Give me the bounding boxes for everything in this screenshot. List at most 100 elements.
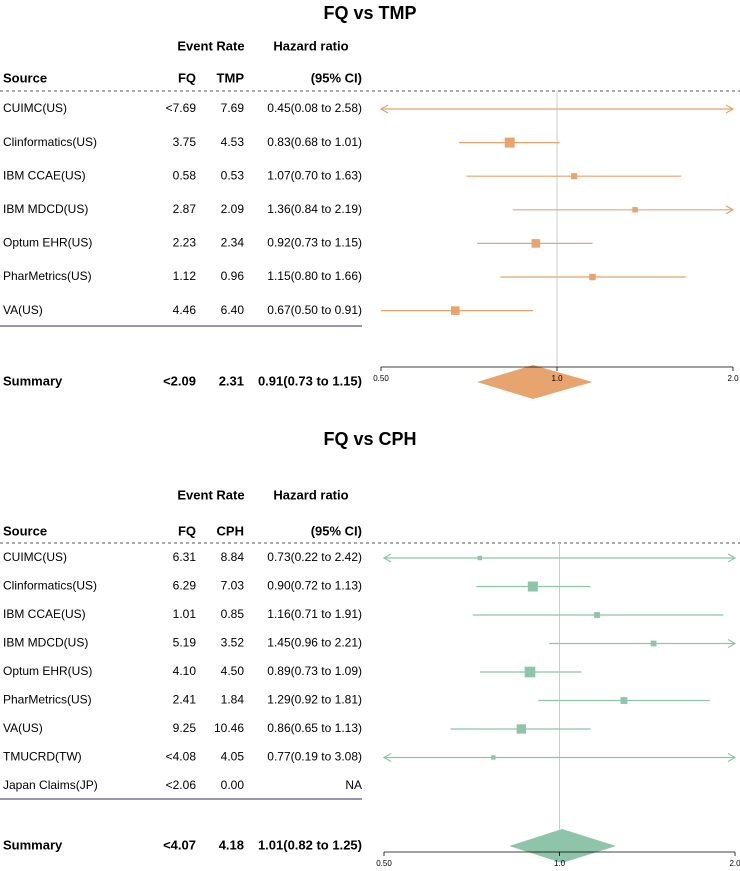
row-hazard-ratio-text: NA <box>345 778 362 792</box>
point-estimate-box <box>620 697 628 704</box>
summary-hazard-ratio-text: 0.91(0.73 to 1.15) <box>258 373 362 388</box>
row-source-label: CUIMC(US) <box>3 101 67 115</box>
header-hazard-ratio: Hazard ratio <box>273 38 348 53</box>
row-col-a-value: 2.41 <box>173 693 197 707</box>
row-source-label: PharMetrics(US) <box>3 269 92 283</box>
row-hazard-ratio-text: 0.77(0.19 to 3.08) <box>267 750 362 764</box>
row-source-label: IBM MDCD(US) <box>3 636 88 650</box>
row-col-a-value: 0.58 <box>173 168 197 182</box>
row-hazard-ratio-text: 0.73(0.22 to 2.42) <box>267 550 362 564</box>
row-col-a-value: 3.75 <box>173 135 197 149</box>
ci-arrow-right <box>727 638 737 649</box>
row-hazard-ratio-text: 0.86(0.65 to 1.13) <box>267 721 362 735</box>
forest-panel-2: FQ vs CPH Event Rate Hazard ratio Source FQ C… <box>0 429 740 868</box>
row-hazard-ratio-text: 1.15(0.80 to 1.66) <box>267 269 362 283</box>
row-source-label: Optum EHR(US) <box>3 236 92 250</box>
point-estimate-box <box>571 173 578 180</box>
row-hazard-ratio-text: 1.45(0.96 to 2.21) <box>267 636 362 650</box>
row-col-a-value: 2.23 <box>173 236 197 250</box>
summary-hazard-ratio-text: 1.01(0.82 to 1.25) <box>258 837 362 852</box>
ci-arrow-left <box>379 104 389 114</box>
ci-arrow-right <box>725 104 735 114</box>
header-col-a: FQ <box>178 70 196 85</box>
point-estimate-box <box>594 612 600 618</box>
header-source: Source <box>3 523 47 538</box>
point-estimate-box <box>516 724 526 734</box>
row-col-b-value: 2.34 <box>221 236 245 250</box>
forest-panel-1: FQ vs TMP Event Rate Hazard ratio Source FQ T… <box>0 3 740 399</box>
row-col-b-value: 7.69 <box>221 101 245 115</box>
row-col-b-value: 6.40 <box>221 303 245 317</box>
row-source-label: TMUCRD(TW) <box>3 750 82 764</box>
x-axis-tick-label: 1.0 <box>551 374 563 383</box>
chart-title: FQ vs CPH <box>323 429 416 449</box>
row-source-label: IBM MDCD(US) <box>3 202 88 216</box>
row-col-b-value: 10.46 <box>214 721 244 735</box>
point-estimate-box <box>477 555 483 561</box>
row-col-a-value: 4.46 <box>173 303 197 317</box>
point-estimate-box <box>589 273 596 281</box>
row-source-label: VA(US) <box>3 303 43 317</box>
row-col-a-value: 9.25 <box>173 721 197 735</box>
header-col-b: TMP <box>217 70 245 85</box>
point-estimate-box <box>632 207 638 213</box>
row-hazard-ratio-text: 0.90(0.72 to 1.13) <box>267 579 362 593</box>
row-col-a-value: <2.06 <box>166 778 197 792</box>
row-source-label: CUIMC(US) <box>3 550 67 564</box>
row-hazard-ratio-text: 0.92(0.73 to 1.15) <box>267 236 362 250</box>
header-ci: (95% CI) <box>311 70 362 85</box>
x-axis-tick-label: 0.50 <box>376 859 392 868</box>
point-estimate-box <box>527 581 538 592</box>
row-col-b-value: 4.53 <box>221 135 245 149</box>
row-col-b-value: 0.85 <box>221 607 245 621</box>
row-col-b-value: 0.53 <box>221 168 245 182</box>
point-estimate-box <box>451 306 460 315</box>
row-col-a-value: 1.12 <box>173 269 197 283</box>
summary-col-b-value: 2.31 <box>219 373 244 388</box>
summary-label: Summary <box>3 373 63 388</box>
row-hazard-ratio-text: 1.36(0.84 to 2.19) <box>267 202 362 216</box>
header-event-rate: Event Rate <box>177 38 244 53</box>
ci-arrow-right <box>727 553 737 563</box>
row-col-b-value: 2.09 <box>221 202 245 216</box>
row-source-label: Optum EHR(US) <box>3 664 92 678</box>
row-col-a-value: <4.08 <box>166 750 197 764</box>
summary-col-b-value: 4.18 <box>219 837 244 852</box>
chart-title: FQ vs TMP <box>323 3 416 23</box>
row-col-b-value: 8.84 <box>221 550 245 564</box>
row-col-a-value: 2.87 <box>173 202 197 216</box>
point-estimate-box <box>524 666 536 678</box>
row-col-b-value: 4.05 <box>221 750 245 764</box>
row-hazard-ratio-text: 0.45(0.08 to 2.58) <box>267 101 362 115</box>
header-col-a: FQ <box>178 523 196 538</box>
point-estimate-box <box>491 755 496 760</box>
row-col-a-value: 6.29 <box>173 579 197 593</box>
point-estimate-box <box>504 137 515 148</box>
row-col-a-value: <7.69 <box>166 101 197 115</box>
row-col-b-value: 7.03 <box>221 579 245 593</box>
header-col-b: CPH <box>217 523 244 538</box>
point-estimate-box <box>531 239 541 248</box>
row-col-b-value: 4.50 <box>221 664 245 678</box>
row-source-label: IBM CCAE(US) <box>3 168 86 182</box>
row-hazard-ratio-text: 1.07(0.70 to 1.63) <box>267 168 362 182</box>
row-col-b-value: 0.96 <box>221 269 245 283</box>
point-estimate-box <box>650 640 657 647</box>
row-col-b-value: 1.84 <box>221 693 245 707</box>
ci-arrow-left <box>382 752 392 763</box>
row-hazard-ratio-text: 1.29(0.92 to 1.81) <box>267 693 362 707</box>
summary-diamond <box>509 829 616 863</box>
x-axis-tick-label: 1.0 <box>554 859 566 868</box>
ci-arrow-right <box>727 752 737 763</box>
row-source-label: Clinformatics(US) <box>3 579 97 593</box>
row-source-label: VA(US) <box>3 721 43 735</box>
x-axis-tick-label: 2.0 <box>727 374 739 383</box>
header-event-rate: Event Rate <box>177 487 244 502</box>
x-axis-tick-label: 0.50 <box>373 374 389 383</box>
row-source-label: Clinformatics(US) <box>3 135 97 149</box>
ci-arrow-left <box>382 553 392 563</box>
row-col-b-value: 3.52 <box>221 636 245 650</box>
summary-col-a-value: <2.09 <box>163 373 196 388</box>
header-ci: (95% CI) <box>311 523 362 538</box>
